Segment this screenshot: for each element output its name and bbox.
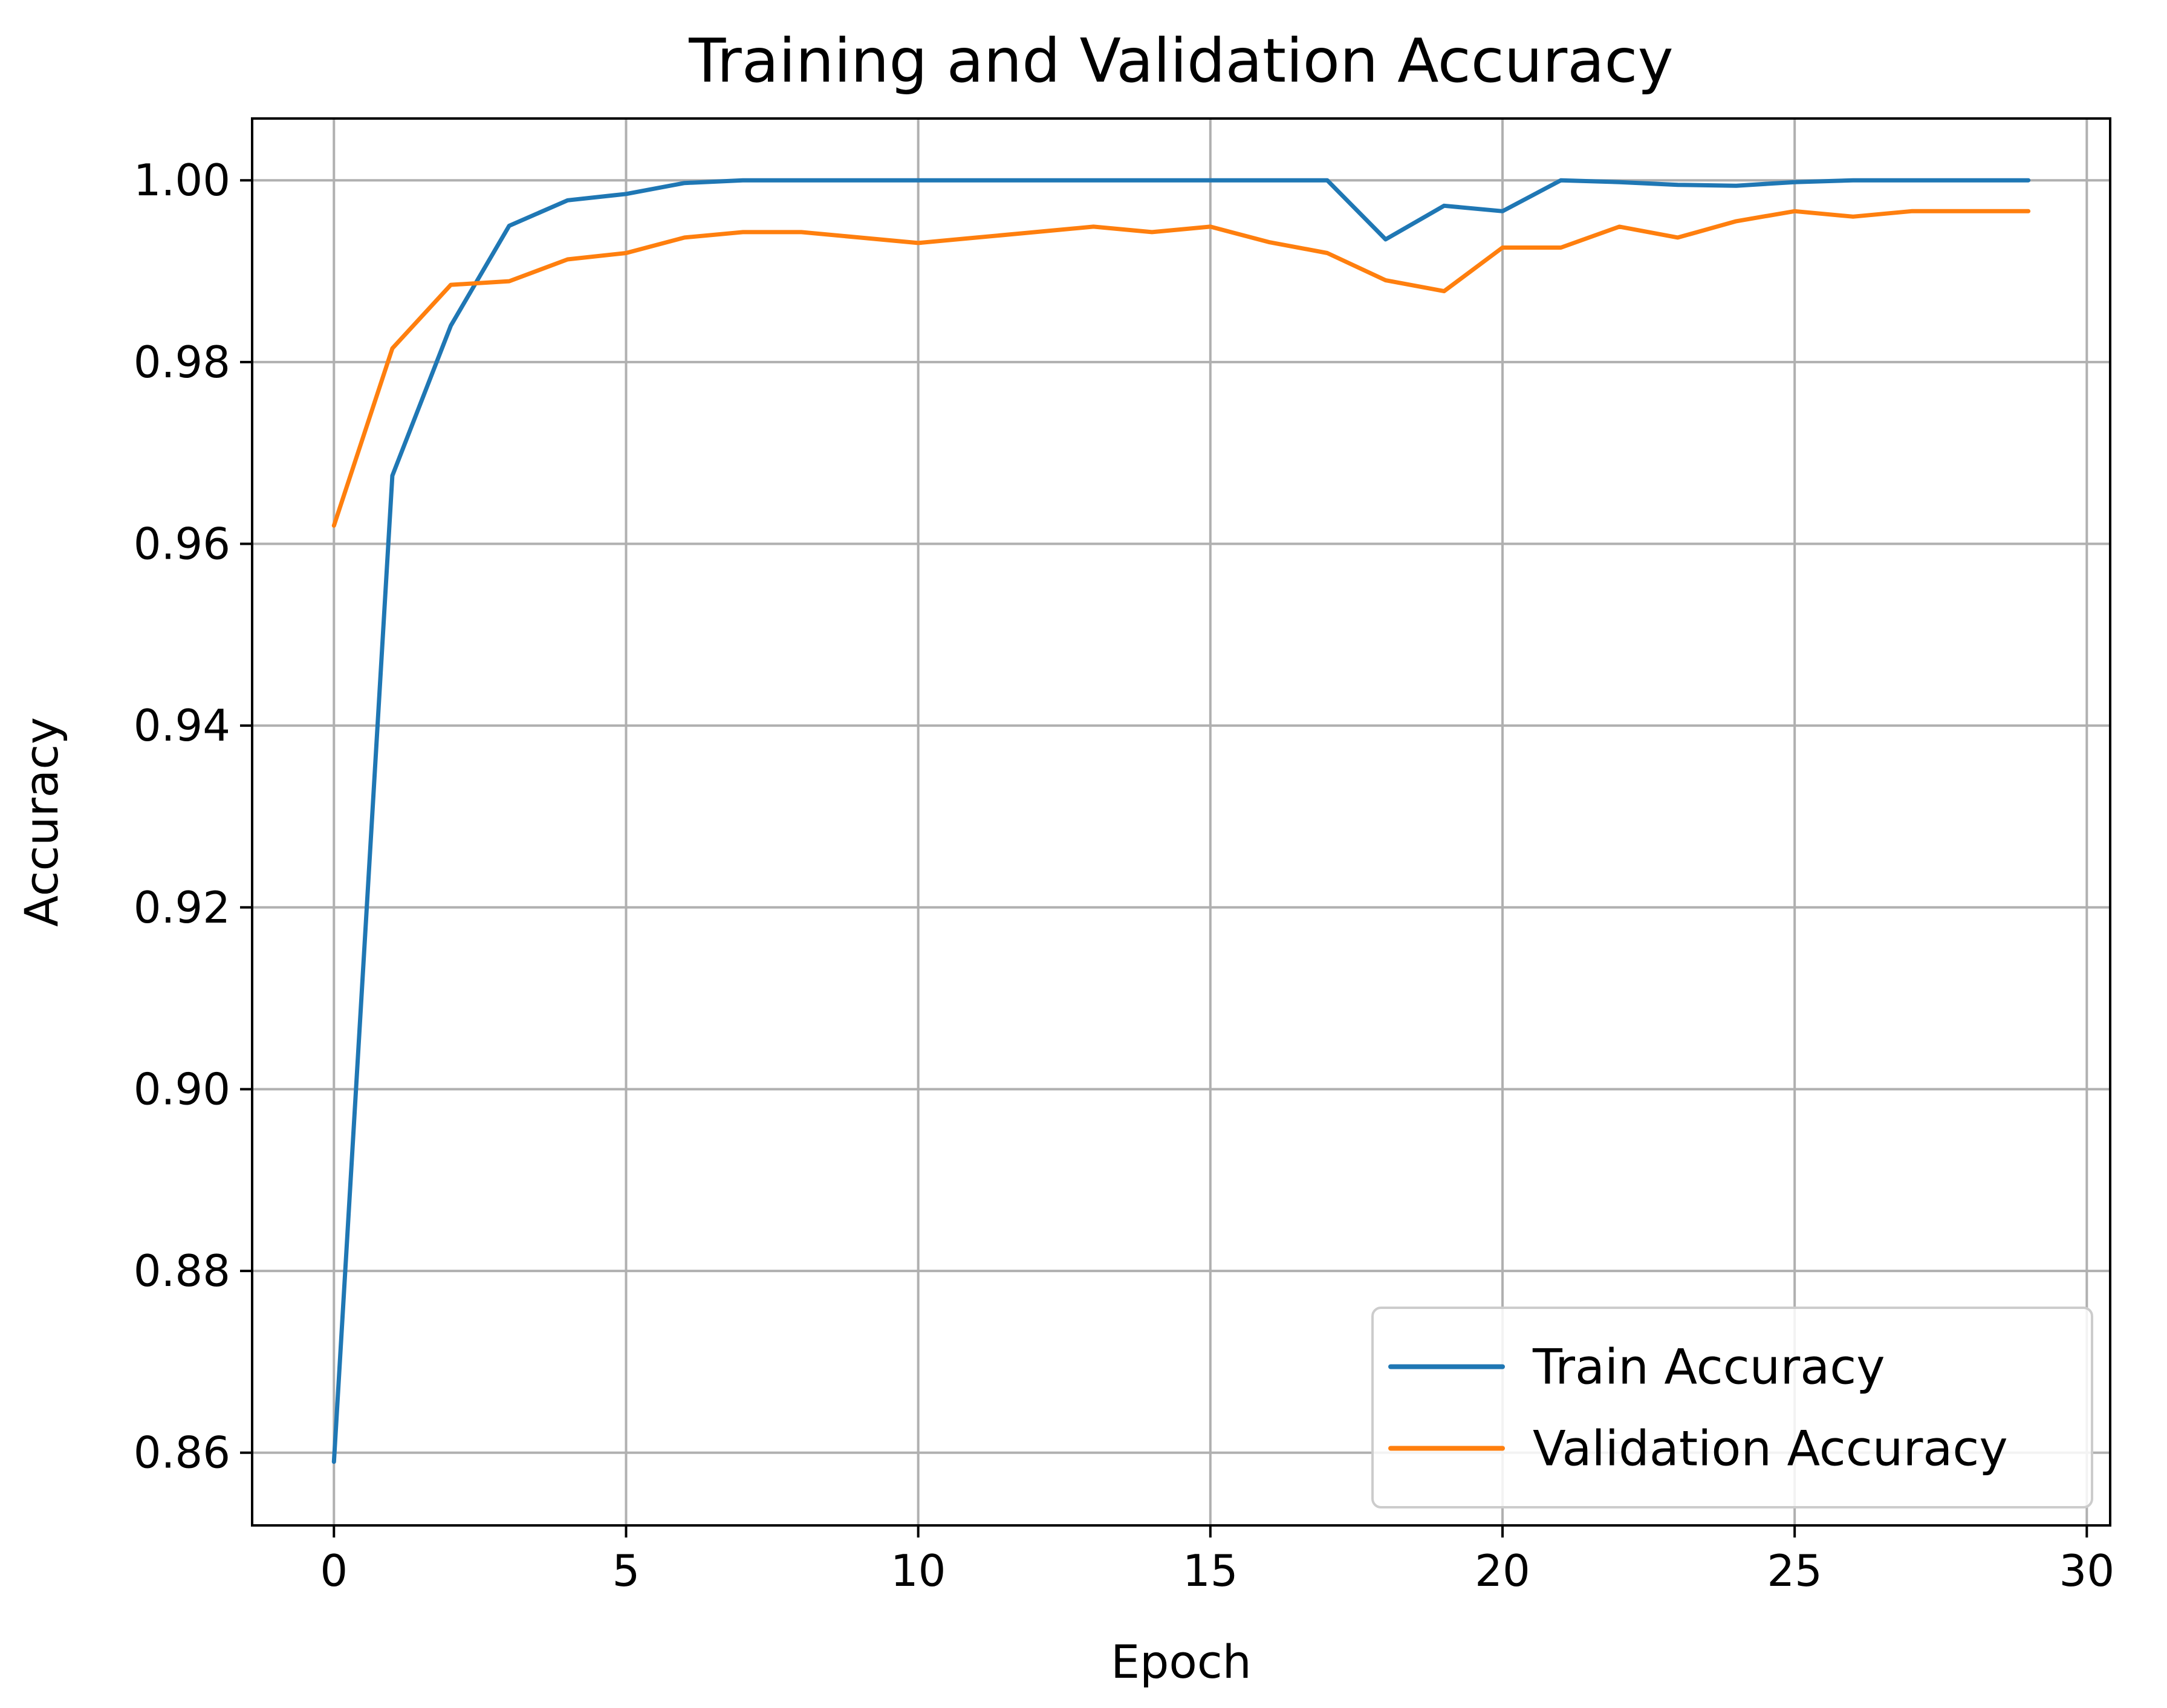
y-tick-label: 0.86 <box>134 1427 230 1478</box>
axis-ticks: 0 5 10 15 20 25 30 0.86 0.88 0.90 0.92 0.94 0.96 0.98… <box>134 155 2114 1596</box>
x-tick-label: 25 <box>1767 1545 1822 1596</box>
series-line <box>331 209 2031 528</box>
x-tick-label: 15 <box>1183 1545 1238 1596</box>
y-tick-label: 0.98 <box>134 337 230 388</box>
x-axis-label: Epoch <box>1111 1635 1252 1689</box>
x-tick-label: 10 <box>891 1545 946 1596</box>
y-tick-label: 0.94 <box>134 700 230 751</box>
x-tick-label: 5 <box>612 1545 640 1596</box>
chart-title: Training and Validation Accuracy <box>688 25 1673 96</box>
y-tick-label: 1.00 <box>134 155 230 206</box>
x-tick-label: 30 <box>2059 1545 2115 1596</box>
legend-label: Validation Accuracy <box>1533 1421 2008 1477</box>
x-tick-label: 20 <box>1475 1545 1530 1596</box>
legend: Train Accuracy Validation Accuracy <box>1371 1307 2093 1508</box>
legend-frame <box>1371 1307 2093 1508</box>
y-tick-label: 0.96 <box>134 519 230 570</box>
y-tick-label: 0.88 <box>134 1245 230 1296</box>
y-tick-label: 0.92 <box>134 882 230 933</box>
y-axis-label: Accuracy <box>15 717 68 927</box>
series-lines <box>331 178 2031 1464</box>
x-tick-label: 0 <box>320 1545 348 1596</box>
plot-frame <box>251 117 2111 1527</box>
legend-label: Train Accuracy <box>1532 1339 1885 1395</box>
y-tick-label: 0.90 <box>134 1063 230 1114</box>
series-line <box>331 178 2031 1464</box>
